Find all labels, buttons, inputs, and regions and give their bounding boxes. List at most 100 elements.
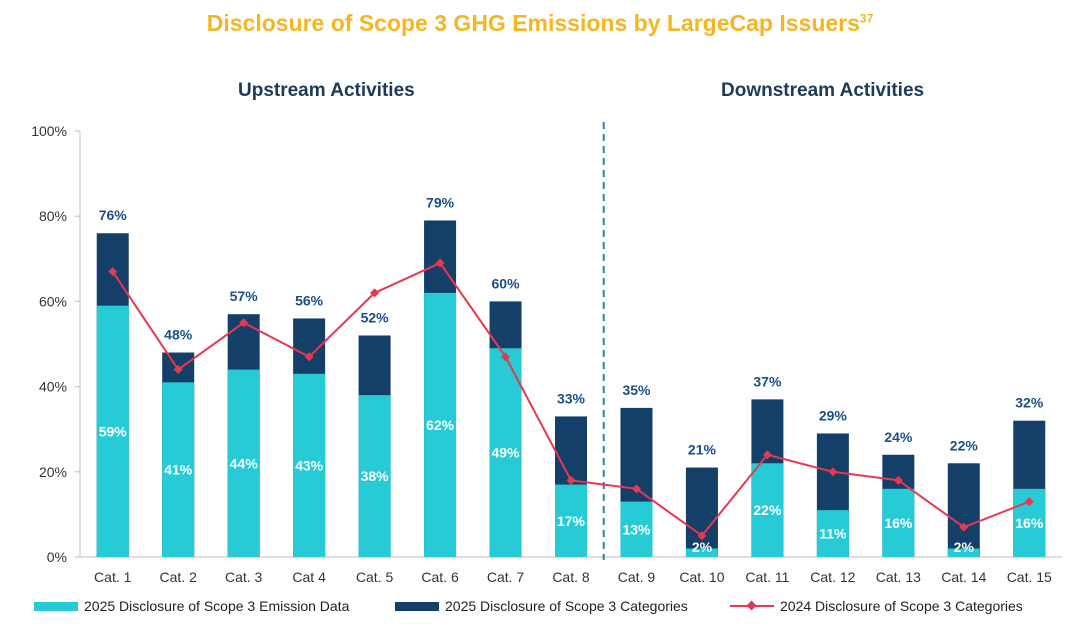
data-label-categories-2025: 37% — [753, 373, 782, 389]
bar-emission-data-2025 — [489, 348, 522, 557]
legend-item-categories-2025: 2025 Disclosure of Scope 3 Categories — [395, 598, 688, 614]
chart-title-footnote: 37 — [859, 11, 874, 26]
data-label-categories-2025: 24% — [884, 429, 913, 445]
bar-emission-data-2025 — [227, 369, 260, 557]
downstream-section-title: Downstream Activities — [721, 80, 925, 101]
x-tick-label: Cat. 6 — [421, 569, 459, 585]
legend-label-categories-2025: 2025 Disclosure of Scope 3 Categories — [445, 598, 688, 614]
data-label-emission-data-2025: 13% — [622, 521, 651, 537]
bar-emission-data-2025 — [293, 373, 326, 557]
x-tick-label: Cat. 8 — [552, 569, 590, 585]
legend: 2025 Disclosure of Scope 3 Emission Data… — [0, 598, 1080, 622]
chart-title: Disclosure of Scope 3 GHG Emissions by L… — [0, 10, 1080, 37]
data-label-categories-2025: 57% — [230, 288, 259, 304]
x-tick-label: Cat. 13 — [876, 569, 921, 585]
data-label-emission-data-2025: 43% — [295, 457, 324, 473]
data-label-categories-2025: 21% — [688, 442, 717, 458]
bar-emission-data-2025 — [358, 395, 391, 557]
y-tick-label: 80% — [39, 208, 67, 224]
x-tick-label: Cat. 10 — [679, 569, 724, 585]
y-tick-label: 20% — [39, 464, 67, 480]
point-categories-2024 — [893, 475, 903, 485]
data-label-emission-data-2025: 49% — [492, 445, 521, 461]
point-categories-2024 — [304, 352, 314, 362]
data-label-emission-data-2025: 41% — [164, 462, 193, 478]
legend-label-categories-2024: 2024 Disclosure of Scope 3 Categories — [780, 598, 1023, 614]
data-label-categories-2025: 52% — [361, 309, 390, 325]
legend-swatch-categories-2024 — [730, 600, 774, 612]
x-tick-label: Cat. 5 — [356, 569, 394, 585]
x-tick-label: Cat. 2 — [160, 569, 198, 585]
data-label-emission-data-2025: 59% — [99, 423, 128, 439]
data-label-categories-2025: 76% — [99, 207, 128, 223]
bar-emission-data-2025 — [424, 292, 457, 557]
point-categories-2024 — [173, 365, 183, 375]
bar-categories-2025 — [685, 467, 718, 557]
legend-swatch-emission-data — [34, 601, 78, 611]
line-layer — [108, 258, 1034, 541]
point-categories-2024 — [239, 318, 249, 328]
data-label-categories-2025: 48% — [164, 327, 193, 343]
bar-emission-data-2025 — [751, 463, 784, 557]
bar-emission-data-2025 — [555, 484, 587, 557]
data-label-categories-2025: 22% — [950, 437, 979, 453]
data-label-emission-data-2025: 16% — [884, 515, 913, 531]
bar-emission-data-2025 — [96, 305, 129, 557]
label-layer: Cat. 1 76% 59% Cat. 2 48% 41% Cat. 3 57% 44% Cat … — [94, 194, 1052, 585]
x-tick-label: Cat. 7 — [487, 569, 525, 585]
data-label-emission-data-2025: 11% — [819, 526, 847, 542]
point-categories-2024 — [762, 450, 772, 460]
x-tick-label: Cat. 9 — [618, 569, 656, 585]
upstream-section-title: Upstream Activities — [238, 80, 415, 101]
bar-emission-data-2025 — [162, 382, 195, 557]
x-tick-label: Cat. 1 — [94, 569, 132, 585]
point-categories-2024 — [501, 352, 511, 362]
bar-emission-data-2025 — [882, 488, 915, 557]
y-tick-label: 60% — [39, 293, 67, 309]
point-categories-2024 — [1024, 497, 1034, 507]
x-tick-label: Cat. 15 — [1007, 569, 1052, 585]
bar-emission-data-2025 — [947, 548, 980, 557]
point-categories-2024 — [435, 258, 445, 268]
data-label-categories-2025: 60% — [492, 275, 521, 291]
bar-layer — [96, 220, 1046, 558]
data-label-emission-data-2025: 38% — [361, 468, 390, 484]
data-label-emission-data-2025: 16% — [1015, 515, 1044, 531]
x-tick-label: Cat 4 — [292, 569, 326, 585]
point-categories-2024 — [631, 484, 641, 494]
x-tick-label: Cat. 11 — [745, 569, 789, 585]
x-tick-label: Cat. 14 — [941, 569, 986, 585]
data-label-emission-data-2025: 22% — [753, 502, 782, 518]
data-label-categories-2025: 56% — [295, 292, 324, 308]
legend-label-emission-data: 2025 Disclosure of Scope 3 Emission Data — [84, 598, 350, 614]
bar-emission-data-2025 — [816, 510, 849, 557]
point-categories-2024 — [828, 467, 838, 477]
x-tick-label: Cat. 3 — [225, 569, 263, 585]
point-categories-2024 — [566, 475, 576, 485]
data-label-categories-2025: 33% — [557, 390, 586, 406]
x-tick-label: Cat. 12 — [810, 569, 855, 585]
data-label-categories-2025: 32% — [1015, 395, 1044, 411]
point-categories-2024 — [959, 522, 969, 532]
legend-item-categories-2024: 2024 Disclosure of Scope 3 Categories — [730, 598, 1023, 614]
data-label-emission-data-2025: 2% — [692, 539, 713, 555]
data-label-categories-2025: 79% — [426, 194, 455, 210]
data-label-categories-2025: 29% — [819, 407, 848, 423]
y-tick-label: 100% — [31, 123, 67, 139]
bar-categories-2025 — [947, 463, 980, 557]
point-categories-2024 — [697, 531, 707, 541]
data-label-emission-data-2025: 2% — [954, 539, 975, 555]
data-label-emission-data-2025: 17% — [557, 513, 586, 529]
chart-title-text: Disclosure of Scope 3 GHG Emissions by L… — [206, 10, 860, 36]
data-label-emission-data-2025: 44% — [230, 455, 259, 471]
bar-emission-data-2025 — [620, 501, 653, 557]
point-categories-2024 — [370, 288, 380, 298]
legend-swatch-categories-2025 — [395, 601, 439, 611]
data-label-emission-data-2025: 62% — [426, 417, 455, 433]
y-tick-label: 40% — [39, 379, 67, 395]
data-label-categories-2025: 35% — [622, 382, 651, 398]
point-categories-2024 — [108, 267, 118, 277]
y-tick-label: 0% — [47, 549, 67, 565]
bar-emission-data-2025 — [685, 548, 718, 557]
